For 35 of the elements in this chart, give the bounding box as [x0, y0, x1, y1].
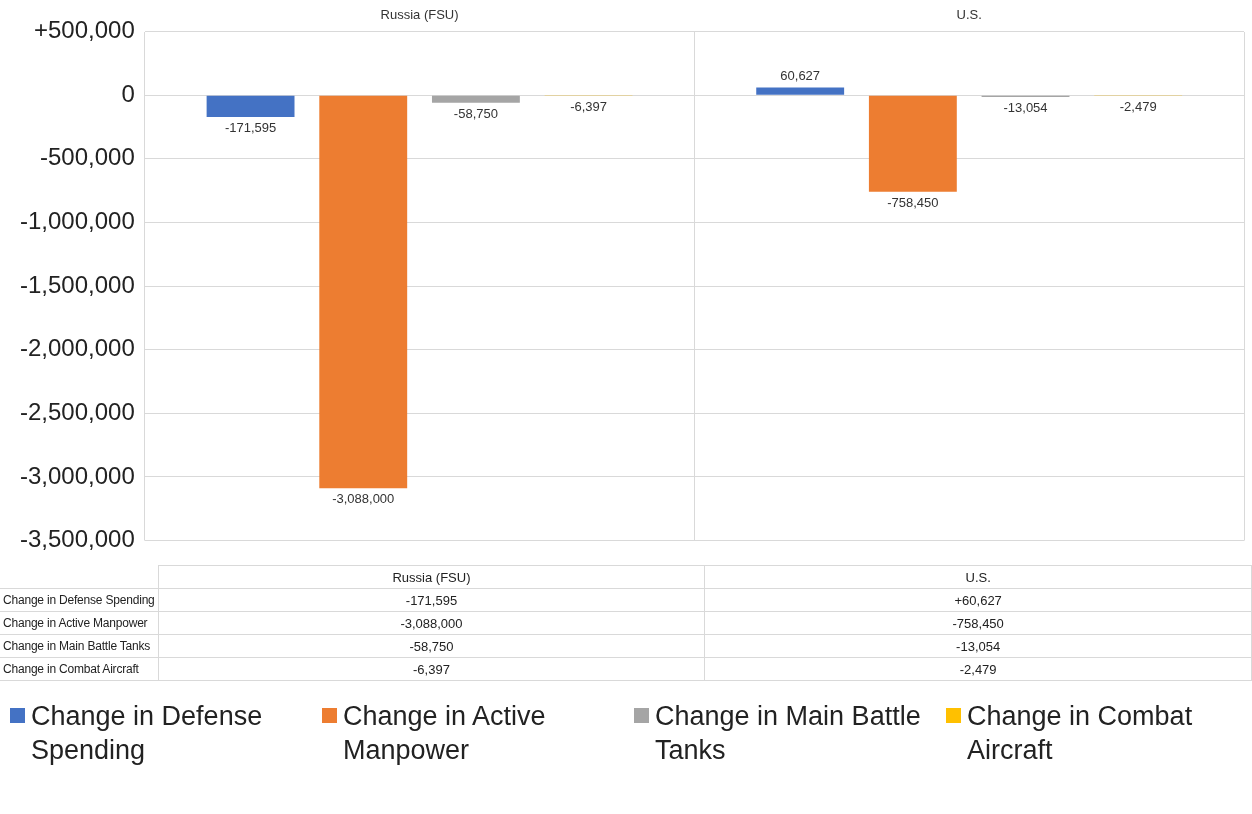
legend-label: Change in Defense Spending	[31, 700, 264, 767]
data-label: -3,088,000	[332, 491, 395, 507]
text: Change in Combat Aircraft	[3, 662, 139, 676]
y-tick-label: -3,500,000	[20, 525, 135, 553]
y-tick-label: -2,500,000	[20, 397, 135, 425]
y-tick-label: -1,000,000	[20, 207, 135, 235]
text: -171,595	[158, 588, 705, 612]
text: -758,450	[704, 611, 1252, 635]
category-label: U.S.	[965, 569, 991, 585]
data-label: -58,750	[453, 105, 498, 121]
legend-label: Change in Active Manpower	[343, 700, 547, 767]
text: Change in Active Manpower	[3, 616, 148, 630]
text: -3,088,000	[158, 611, 705, 635]
category-label: Russia (FSU)	[392, 569, 471, 585]
text: -6,397	[158, 657, 705, 681]
legend-label: Change in Combat Aircraft	[967, 700, 1194, 767]
y-tick-label: -2,000,000	[20, 334, 135, 362]
data-label: 60,627	[780, 67, 821, 83]
data-label: -6,397	[570, 99, 608, 115]
text: +60,627	[704, 588, 1252, 612]
text: -2,479	[704, 657, 1252, 681]
legend-label: Change in Main Battle Tanks	[655, 700, 922, 767]
data-label: -2,479	[1119, 98, 1157, 114]
text: Change in Defense Spending	[3, 593, 155, 607]
text: -13,054	[704, 634, 1252, 658]
data-label: -171,595	[224, 120, 277, 136]
y-tick-label: -3,000,000	[20, 461, 135, 489]
text: Change in Main Battle Tanks	[3, 639, 151, 653]
text: -58,750	[158, 634, 705, 658]
y-tick-label: -500,000	[40, 143, 135, 171]
data-label: -758,450	[887, 194, 939, 210]
y-tick-label: -1,500,000	[20, 270, 135, 298]
y-tick-label: +500,000	[33, 16, 135, 44]
data-label: -13,054	[1003, 99, 1048, 115]
y-tick-label: 0	[121, 79, 135, 107]
